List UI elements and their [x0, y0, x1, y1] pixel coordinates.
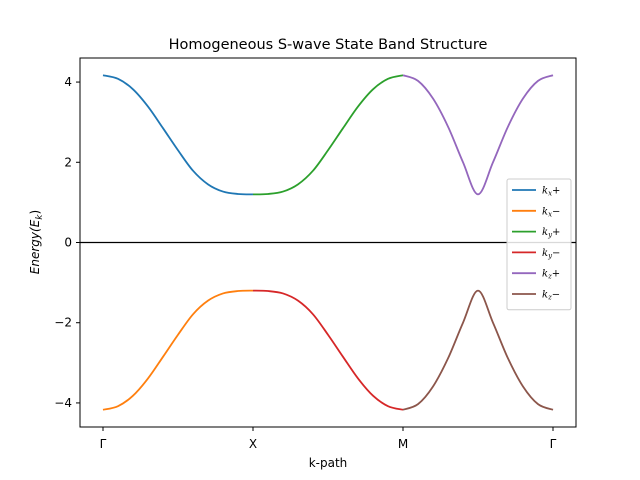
series-line-1	[102, 74, 254, 196]
y-tick-label: 4	[64, 75, 72, 89]
series-line-2	[102, 289, 254, 411]
chart-title: Homogeneous S-wave State Band Structure	[169, 37, 488, 53]
y-axis-label-sub: k	[35, 214, 45, 220]
x-tick-label: M	[398, 437, 408, 451]
y-axis-label-main: Energy(E	[28, 219, 42, 274]
x-axis-label: k-path	[309, 456, 348, 470]
x-tick-label: X	[249, 437, 257, 451]
y-tick-label: −4	[54, 396, 72, 410]
y-tick-label: 2	[64, 155, 72, 169]
series-line-5	[402, 74, 554, 196]
legend-entry: kz−	[542, 290, 560, 302]
series-layer	[102, 74, 554, 411]
y-tick-label: −2	[54, 316, 72, 330]
legend-entry: kx−	[542, 206, 560, 218]
y-axis-label: Energy(Ek)	[28, 210, 45, 274]
x-tick-label: Γ	[550, 437, 557, 451]
legend-box	[506, 178, 572, 311]
legend: kx+ kx− ky+ ky− kz+ kz−	[506, 178, 572, 311]
legend-entry: ky+	[542, 227, 560, 239]
legend-entry: kz+	[542, 269, 560, 281]
legend-entry: ky−	[542, 248, 560, 260]
y-axis-label-close: )	[28, 210, 42, 215]
series-line-6	[402, 289, 554, 411]
series-line-3	[252, 74, 404, 196]
series-line-4	[252, 289, 404, 411]
y-tick-label: 0	[64, 236, 72, 250]
legend-entry: kx+	[542, 186, 560, 198]
y-ticks: −4 −2 0 2 4	[54, 75, 80, 410]
x-tick-label: Γ	[100, 437, 107, 451]
